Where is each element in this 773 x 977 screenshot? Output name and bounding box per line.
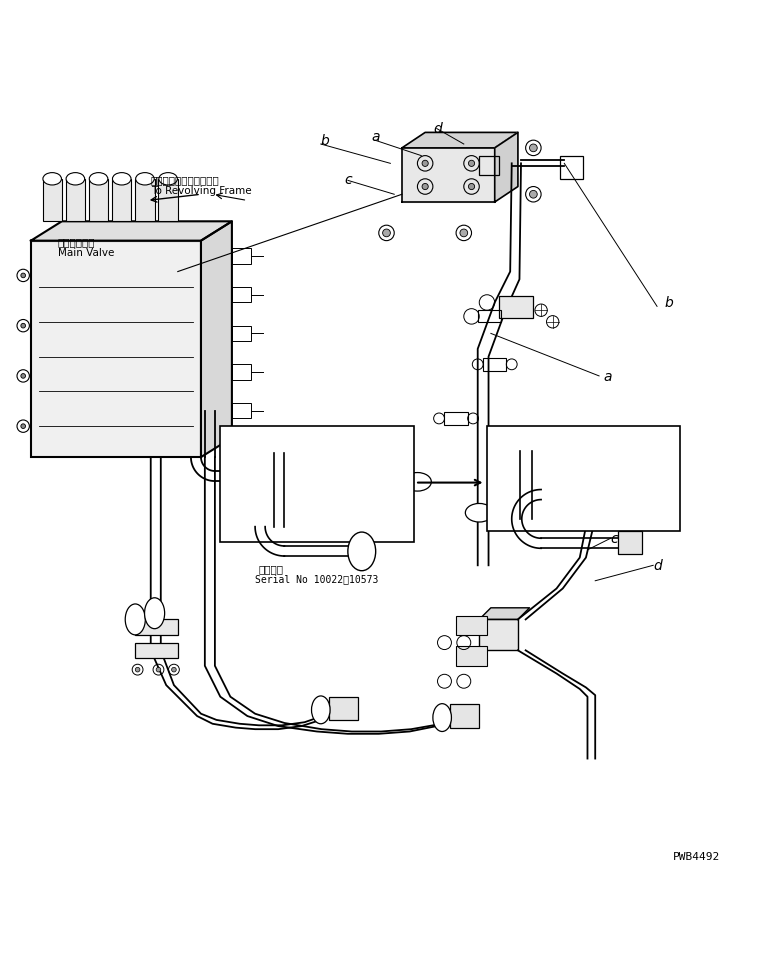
Text: Serial No.10574～: Serial No.10574～ (572, 435, 666, 445)
Bar (483, 359, 506, 371)
Text: Serial No 10022～10573: Serial No 10022～10573 (255, 573, 379, 583)
Bar (618, 531, 642, 554)
Bar (112, 180, 131, 222)
Ellipse shape (465, 504, 493, 523)
Polygon shape (402, 133, 518, 149)
Circle shape (156, 667, 161, 672)
Text: a: a (371, 130, 380, 144)
Ellipse shape (158, 174, 177, 186)
Bar (135, 643, 178, 658)
Bar (89, 180, 108, 222)
Bar (456, 616, 487, 635)
Text: b: b (321, 134, 329, 148)
Bar (478, 311, 501, 322)
Ellipse shape (66, 174, 85, 186)
Circle shape (422, 185, 428, 191)
Bar (232, 326, 251, 342)
Circle shape (21, 374, 26, 379)
Text: 適用号機: 適用号機 (576, 425, 601, 435)
Text: 適用号機: 適用号機 (259, 563, 284, 573)
Polygon shape (479, 609, 530, 619)
Circle shape (468, 185, 475, 191)
Text: d: d (433, 122, 441, 136)
Text: c: c (344, 173, 352, 187)
Circle shape (460, 230, 468, 237)
Text: To Revolving Frame: To Revolving Frame (151, 186, 251, 195)
Bar (479, 619, 518, 651)
Polygon shape (31, 222, 232, 241)
Text: メインバルブ: メインバルブ (58, 237, 96, 247)
Bar (66, 180, 85, 222)
Circle shape (21, 424, 26, 429)
Bar (135, 180, 155, 222)
Bar (135, 619, 178, 635)
Bar (259, 476, 290, 523)
Bar (158, 180, 178, 222)
Bar (479, 156, 499, 176)
Bar (232, 365, 251, 380)
Bar (456, 647, 487, 666)
Ellipse shape (90, 174, 107, 186)
Ellipse shape (348, 532, 376, 572)
Text: PWB4492: PWB4492 (673, 851, 720, 861)
Bar (232, 404, 251, 419)
Bar (232, 249, 251, 265)
Bar (31, 241, 201, 457)
Text: c: c (611, 531, 618, 545)
Polygon shape (201, 222, 232, 457)
Ellipse shape (135, 174, 154, 186)
Bar (444, 413, 468, 425)
Ellipse shape (404, 473, 431, 491)
Text: a: a (603, 369, 611, 383)
Ellipse shape (113, 174, 131, 186)
Bar (450, 704, 479, 728)
Bar (487, 427, 680, 531)
Circle shape (468, 161, 475, 167)
Circle shape (172, 667, 176, 672)
Ellipse shape (433, 704, 451, 732)
Circle shape (530, 191, 537, 199)
Bar (560, 156, 583, 180)
Ellipse shape (312, 697, 330, 724)
Ellipse shape (145, 598, 165, 629)
Polygon shape (495, 133, 518, 203)
Ellipse shape (125, 605, 145, 635)
Bar (43, 180, 62, 222)
Circle shape (530, 145, 537, 152)
Bar (220, 427, 414, 542)
Bar (329, 697, 358, 720)
Circle shape (383, 230, 390, 237)
Ellipse shape (43, 174, 62, 186)
Bar (260, 469, 287, 485)
Circle shape (135, 667, 140, 672)
Bar (232, 287, 251, 303)
Circle shape (21, 324, 26, 328)
Text: レボルビングフレームヘ: レボルビングフレームヘ (151, 176, 220, 186)
Text: b: b (665, 296, 673, 310)
Text: Main Valve: Main Valve (58, 247, 114, 257)
Text: d: d (653, 559, 662, 573)
Circle shape (21, 274, 26, 278)
Polygon shape (402, 149, 495, 203)
Circle shape (422, 161, 428, 167)
Bar (499, 297, 533, 319)
